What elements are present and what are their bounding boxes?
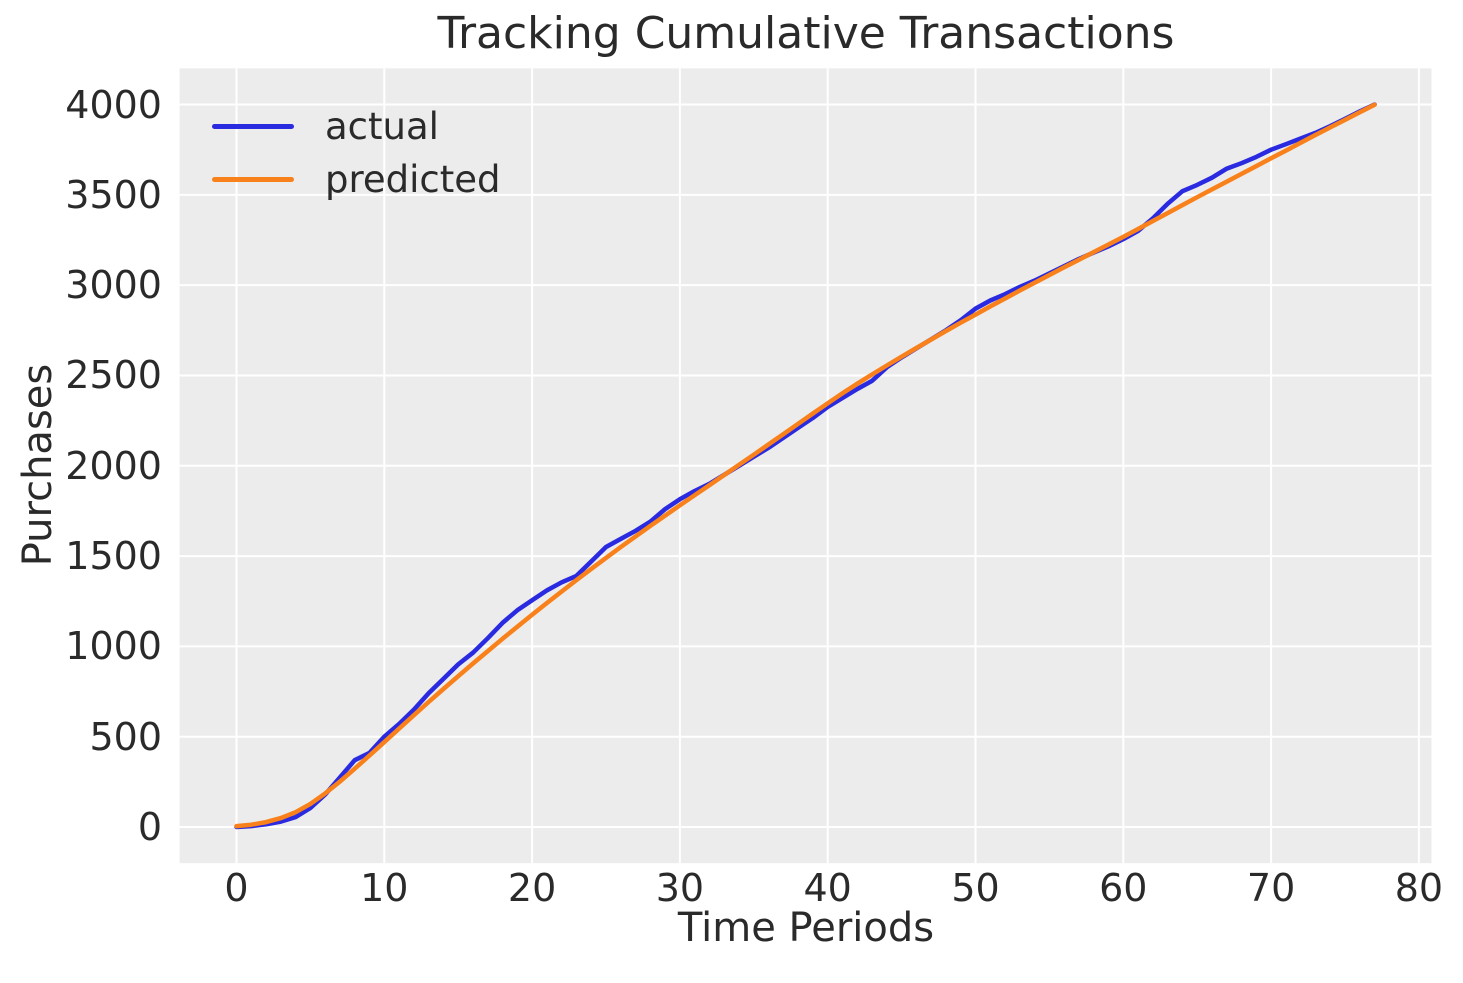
- legend-item-predicted: predicted: [212, 153, 501, 206]
- legend: actual predicted: [212, 100, 501, 206]
- y-tick-label: 4000: [65, 82, 162, 127]
- series-line-actual: [234, 102, 1377, 830]
- y-tick-label: 2000: [65, 443, 162, 488]
- x-tick-label: 20: [507, 866, 557, 910]
- legend-line-actual-icon: [212, 124, 294, 129]
- x-tick-label: 80: [1394, 866, 1444, 910]
- x-axis-label: Time Periods: [677, 905, 935, 951]
- chart-title: Tracking Cumulative Transactions: [437, 8, 1175, 59]
- legend-label-actual: actual: [325, 105, 439, 148]
- y-tick-label: 2500: [65, 353, 162, 398]
- legend-item-actual: actual: [212, 100, 501, 153]
- y-tick-label: 3000: [65, 263, 162, 308]
- y-tick-label: 3500: [65, 172, 162, 217]
- y-tick-label: 500: [89, 714, 162, 759]
- x-tick-label: 0: [224, 866, 249, 910]
- y-tick-label: 1500: [65, 534, 162, 579]
- x-tick-label: 10: [360, 866, 409, 910]
- series-line-predicted: [234, 102, 1377, 829]
- legend-label-predicted: predicted: [325, 158, 501, 201]
- x-tick-label: 40: [803, 866, 852, 910]
- x-tick-label: 30: [655, 866, 705, 910]
- x-tick-label: 60: [1099, 866, 1148, 910]
- legend-line-predicted-icon: [212, 177, 294, 182]
- y-tick-label: 1000: [65, 624, 162, 669]
- y-tick-label: 0: [137, 805, 162, 849]
- x-tick-label: 50: [951, 866, 1000, 910]
- x-tick-label: 70: [1246, 866, 1296, 910]
